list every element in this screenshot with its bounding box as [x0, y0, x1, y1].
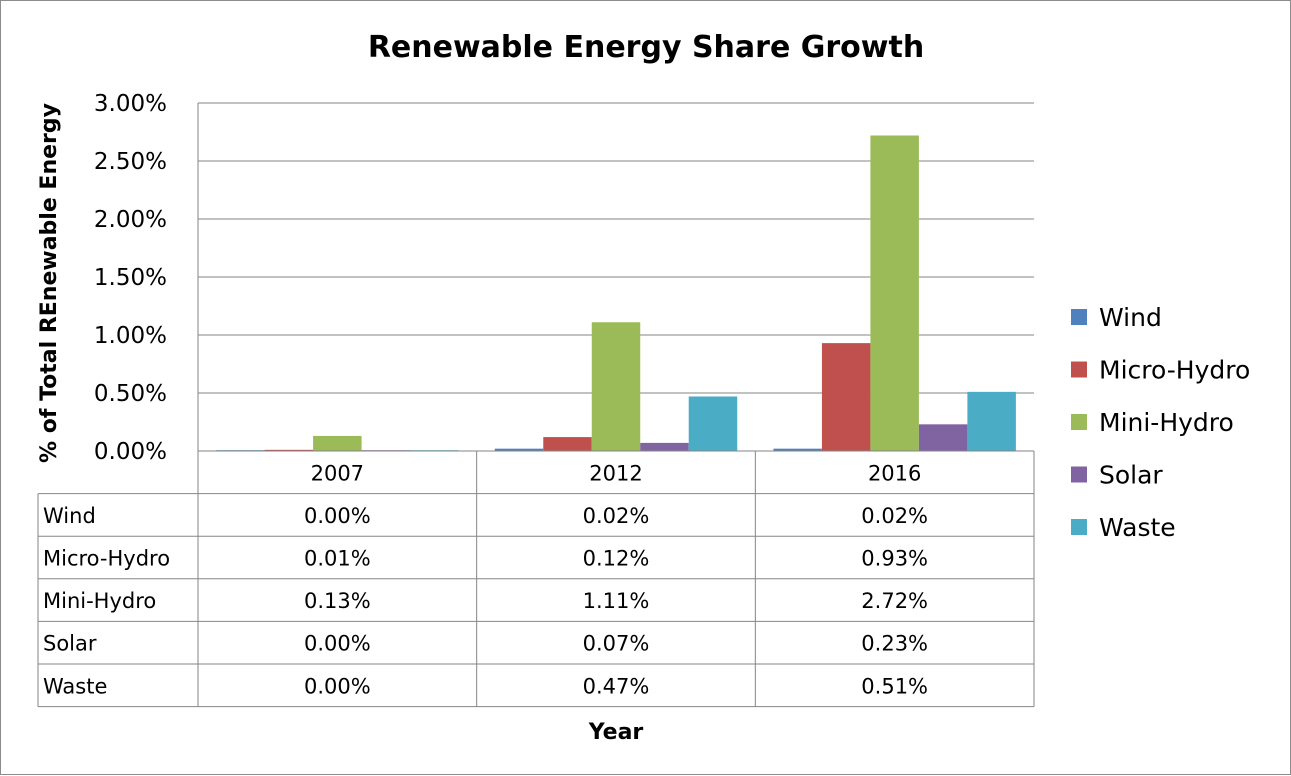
legend: Wind Micro-Hydro Mini-Hydro Solar Waste	[1071, 303, 1250, 542]
y-tick-label: 3.00%	[94, 91, 167, 117]
bar-mini-hydro-2012	[591, 322, 641, 451]
bar-waste-2016	[967, 391, 1016, 451]
table-value-cell: 0.51%	[861, 674, 928, 698]
chart-title: Renewable Energy Share Growth	[368, 30, 924, 65]
table-value-cell: 0.12%	[583, 547, 650, 571]
table-value-cell: 0.00%	[304, 632, 371, 656]
y-tick-label: 1.00%	[94, 323, 167, 349]
bars	[216, 135, 1016, 452]
table-value-cell: 0.47%	[583, 674, 650, 698]
table-series-name: Waste	[43, 674, 107, 698]
table-value-cell: 2.72%	[861, 589, 928, 613]
table-value-cell: 0.07%	[583, 632, 650, 656]
bar-mini-hydro-2016	[870, 135, 919, 452]
table-value-cell: 1.11%	[583, 589, 650, 613]
legend-swatch	[1071, 414, 1087, 430]
table-value-cell: 0.00%	[304, 504, 371, 528]
table-value-cell: 0.23%	[861, 632, 928, 656]
legend-swatch	[1071, 361, 1087, 378]
y-axis-title: % of Total REnewable Energy	[37, 103, 62, 463]
table-value-cell: 0.13%	[304, 589, 371, 613]
table-value-cell: 0.00%	[304, 674, 371, 698]
legend-swatch	[1071, 466, 1087, 483]
bar-mini-hydro-2007	[313, 435, 362, 451]
x-category-label: 2012	[589, 461, 642, 485]
legend-label: Micro-Hydro	[1099, 356, 1250, 385]
bar-micro-hydro-2007	[264, 449, 314, 451]
legend-label: Wind	[1099, 303, 1162, 332]
table-series-name: Mini-Hydro	[43, 589, 156, 613]
bar-micro-hydro-2012	[543, 437, 592, 451]
data-table: 2007 2012 2016 Wind 0.00% 0.02% 0.02% Micro-Hyd…	[37, 450, 1035, 708]
y-tick-label: 1.50%	[94, 265, 167, 291]
y-tick-label: 0.50%	[94, 381, 167, 407]
legend-swatch	[1071, 519, 1087, 535]
x-category-label: 2007	[311, 461, 364, 485]
bar-micro-hydro-2016	[821, 343, 871, 451]
table-value-cell: 0.02%	[861, 504, 928, 528]
y-tick-label: 2.50%	[94, 149, 167, 175]
bar-wind-2016	[773, 448, 822, 451]
legend-label: Solar	[1099, 461, 1163, 490]
table-series-name: Solar	[43, 632, 97, 656]
y-tick-label: 0.00%	[94, 439, 167, 465]
bar-solar-2012	[640, 442, 689, 451]
bar-waste-2012	[688, 396, 738, 451]
y-axis-ticks: 0.00% 0.50% 1.00% 1.50% 2.00% 2.50% 3.00%	[94, 91, 167, 465]
bar-wind-2012	[494, 448, 544, 451]
legend-label: Mini-Hydro	[1099, 408, 1234, 437]
bar-solar-2016	[918, 424, 968, 451]
table-value-cell: 0.02%	[583, 504, 650, 528]
table-value-cell: 0.93%	[861, 547, 928, 571]
legend-swatch	[1071, 309, 1087, 325]
table-series-name: Micro-Hydro	[43, 547, 170, 571]
table-value-cell: 0.01%	[304, 547, 371, 571]
x-category-label: 2016	[868, 461, 921, 485]
x-axis-title: Year	[588, 720, 644, 745]
y-tick-label: 2.00%	[94, 207, 167, 233]
table-series-name: Wind	[43, 504, 96, 528]
legend-label: Waste	[1099, 513, 1176, 542]
